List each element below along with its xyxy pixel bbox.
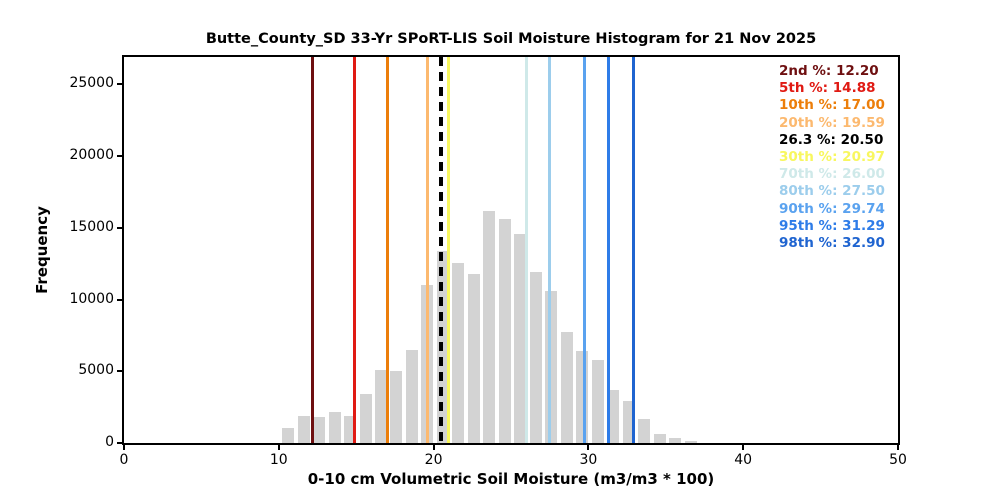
- percentile-legend: 2nd %: 12.20 5th %: 14.88 10th %: 17.00 20t…: [779, 63, 919, 252]
- x-tick-mark: [123, 445, 125, 450]
- histogram-bar: [669, 438, 682, 443]
- x-tick-label: 20: [424, 452, 443, 468]
- legend-entry: 70th %: 26.00: [779, 166, 885, 183]
- percentile-line: [606, 57, 610, 443]
- y-tick-label: 15000: [69, 218, 114, 235]
- histogram-bar: [638, 419, 651, 443]
- x-axis-label: 0-10 cm Volumetric Soil Moisture (m3/m3 …: [307, 470, 715, 488]
- x-tick-label: 10: [269, 452, 288, 468]
- legend-entry: 10th %: 17.00: [779, 97, 885, 114]
- percentile-line: [582, 57, 586, 443]
- histogram-bar: [684, 440, 697, 443]
- legend-entry: 80th %: 27.50: [779, 183, 885, 200]
- legend-entry: 5th %: 14.88: [779, 80, 876, 97]
- legend-entry: 2nd %: 12.20: [779, 63, 879, 79]
- histogram-bar: [405, 349, 418, 443]
- percentile-line: [425, 57, 429, 443]
- histogram-bar: [514, 234, 527, 443]
- legend-entry: 26.3 %: 20.50: [779, 131, 884, 148]
- x-tick-mark: [432, 445, 435, 450]
- y-tick-mark: [117, 83, 122, 86]
- y-tick-label: 10000: [69, 290, 114, 307]
- histogram-bar: [622, 400, 635, 443]
- chart-title: Butte_County_SD 33-Yr SPoRT-LIS Soil Moi…: [205, 31, 817, 47]
- histogram-bar: [359, 394, 372, 443]
- y-tick-mark: [117, 226, 122, 229]
- histogram-bar: [498, 219, 511, 443]
- histogram-bar: [591, 359, 604, 443]
- x-tick-mark: [277, 445, 280, 450]
- y-tick-label: 0: [105, 434, 114, 450]
- x-tick-mark: [897, 445, 899, 450]
- percentile-line: [352, 57, 356, 443]
- percentile-line: [311, 57, 315, 443]
- y-tick-mark: [117, 298, 122, 301]
- percentile-line: [631, 57, 635, 443]
- x-tick-mark: [742, 445, 745, 450]
- plot-area: 2nd %: 12.20 5th %: 14.88 10th %: 17.00 20t…: [122, 55, 900, 445]
- current-value-line: [439, 57, 444, 443]
- percentile-line: [548, 57, 552, 443]
- legend-entry: 20th %: 19.59: [779, 114, 885, 131]
- histogram-bar: [374, 369, 387, 443]
- histogram-bar: [390, 370, 403, 443]
- histogram-bar: [483, 211, 496, 443]
- percentile-line: [385, 57, 389, 443]
- y-tick-mark: [117, 155, 122, 157]
- histogram-bar: [452, 262, 465, 443]
- histogram-bar: [467, 274, 480, 443]
- histogram-bar: [313, 417, 326, 443]
- x-tick-label: 40: [734, 452, 753, 468]
- histogram-bar: [560, 331, 573, 443]
- legend-entry: 95th %: 31.29: [779, 217, 885, 234]
- y-tick-mark: [117, 442, 122, 444]
- legend-entry: 90th %: 29.74: [779, 200, 885, 217]
- percentile-line: [525, 57, 528, 443]
- histogram-bar: [297, 415, 310, 443]
- histogram-bar: [653, 434, 666, 443]
- x-tick-label: 0: [119, 452, 129, 468]
- histogram-bar: [529, 272, 542, 443]
- histogram-bar: [328, 412, 341, 443]
- y-tick-label: 20000: [69, 147, 114, 163]
- histogram-bar: [607, 389, 620, 443]
- y-axis-label: Frequency: [33, 206, 51, 294]
- histogram-bar: [282, 427, 295, 443]
- percentile-line: [447, 57, 451, 443]
- y-tick-label: 5000: [78, 362, 114, 379]
- y-tick-label: 25000: [69, 75, 114, 92]
- x-tick-mark: [587, 445, 590, 450]
- legend-entry: 30th %: 20.97: [779, 149, 885, 166]
- histogram-bar: [545, 290, 558, 443]
- x-tick-label: 30: [579, 452, 598, 468]
- y-tick-mark: [117, 370, 122, 373]
- x-tick-label: 50: [889, 452, 907, 468]
- legend-entry: 98th %: 32.90: [779, 235, 885, 252]
